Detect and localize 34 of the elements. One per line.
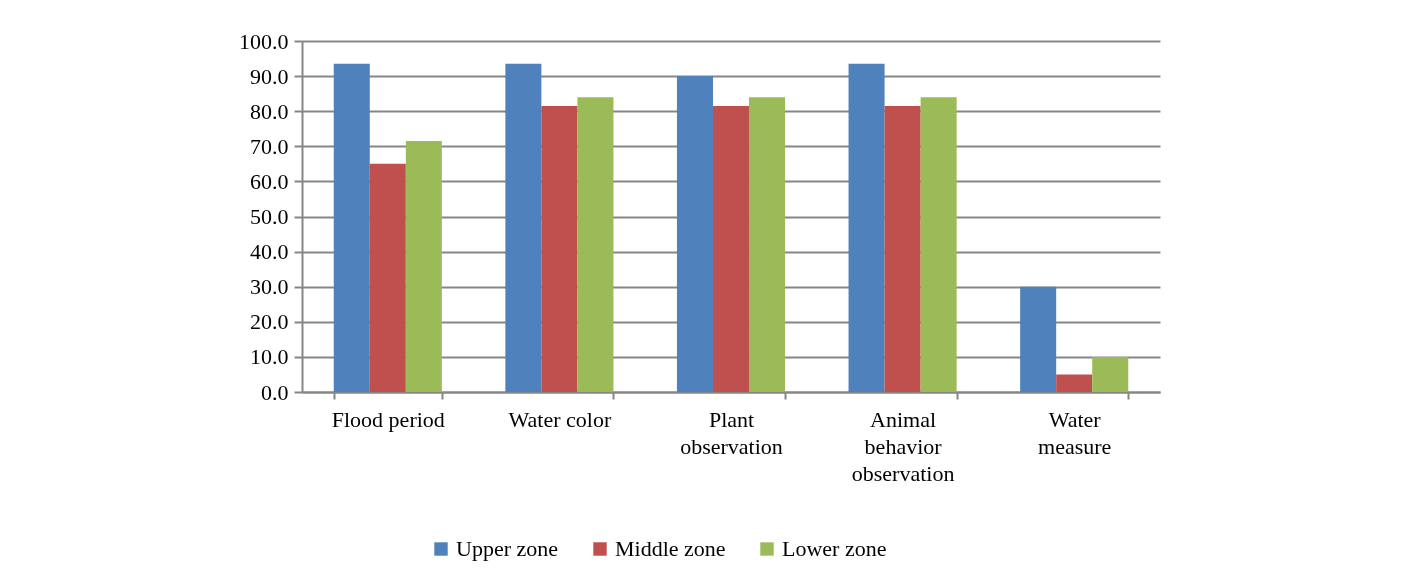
y-tick-label: 90.0 (250, 63, 289, 89)
y-tick-label: 70.0 (250, 133, 289, 159)
x-tick-label: Animal behavior observation (851, 406, 955, 486)
bar (505, 63, 542, 392)
y-tick-label: 60.0 (250, 168, 289, 194)
bar (749, 97, 786, 392)
bar (712, 105, 750, 392)
bar (920, 97, 957, 392)
y-tick-label: 50.0 (250, 204, 289, 229)
y-tick-label: 40.0 (250, 239, 289, 265)
bar (369, 163, 406, 392)
bar (1020, 286, 1057, 392)
legend-label: Upper zone (456, 536, 559, 561)
x-tick-label: Plant observation (680, 406, 783, 459)
legend-label: Middle zone (615, 536, 726, 561)
bar (405, 141, 442, 392)
y-tick-label: 30.0 (250, 274, 289, 300)
y-tick-label: 20.0 (250, 309, 289, 335)
legend-label: Lower zone (782, 536, 887, 561)
y-tick-label: 100.0 (239, 28, 289, 54)
bar (577, 97, 614, 392)
y-tick-label: 10.0 (250, 344, 289, 370)
bar (884, 105, 921, 392)
bar (676, 76, 713, 392)
bar (848, 63, 885, 392)
bar (333, 63, 370, 392)
y-tick-label: 0.0 (261, 379, 289, 405)
x-tick-label: Flood period (331, 406, 445, 432)
x-tick-label: Water color (508, 406, 612, 432)
bar (1092, 356, 1129, 392)
x-tick-label: Water measure (1038, 406, 1112, 459)
y-tick-label: 80.0 (250, 98, 289, 124)
bar (541, 105, 578, 392)
bar (1056, 374, 1093, 392)
